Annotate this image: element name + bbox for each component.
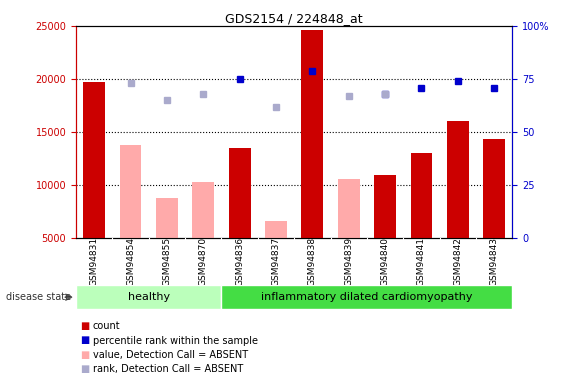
Text: GSM94855: GSM94855 xyxy=(162,237,171,286)
Bar xyxy=(156,198,178,238)
Bar xyxy=(374,175,396,238)
Bar xyxy=(265,221,287,238)
Bar xyxy=(221,285,512,309)
Text: GSM94839: GSM94839 xyxy=(344,237,353,286)
Text: ■: ■ xyxy=(80,336,89,345)
Text: GSM94854: GSM94854 xyxy=(126,237,135,286)
Bar xyxy=(410,153,432,238)
Text: healthy: healthy xyxy=(128,292,170,302)
Text: value, Detection Call = ABSENT: value, Detection Call = ABSENT xyxy=(93,350,248,360)
Text: GSM94841: GSM94841 xyxy=(417,237,426,286)
Text: GSM94843: GSM94843 xyxy=(490,237,499,286)
Bar xyxy=(83,82,105,238)
Text: GSM94838: GSM94838 xyxy=(308,237,317,286)
Bar xyxy=(447,120,468,238)
Text: count: count xyxy=(93,321,120,331)
Text: GSM94831: GSM94831 xyxy=(90,237,99,286)
Bar xyxy=(229,148,251,238)
Text: rank, Detection Call = ABSENT: rank, Detection Call = ABSENT xyxy=(93,364,243,374)
Text: GSM94840: GSM94840 xyxy=(381,237,390,286)
Bar xyxy=(338,179,360,238)
Text: GSM94837: GSM94837 xyxy=(271,237,280,286)
Text: inflammatory dilated cardiomyopathy: inflammatory dilated cardiomyopathy xyxy=(261,292,472,302)
Text: GSM94842: GSM94842 xyxy=(453,237,462,286)
Text: percentile rank within the sample: percentile rank within the sample xyxy=(93,336,258,345)
Text: ■: ■ xyxy=(80,350,89,360)
Text: disease state: disease state xyxy=(6,292,71,302)
Bar xyxy=(120,145,141,238)
Bar xyxy=(483,138,505,238)
Title: GDS2154 / 224848_at: GDS2154 / 224848_at xyxy=(225,12,363,25)
Bar xyxy=(76,285,221,309)
Text: GSM94836: GSM94836 xyxy=(235,237,244,286)
Bar xyxy=(301,30,323,238)
Text: ■: ■ xyxy=(80,364,89,374)
Text: GSM94870: GSM94870 xyxy=(199,237,208,286)
Bar xyxy=(193,182,214,238)
Text: ■: ■ xyxy=(80,321,89,331)
